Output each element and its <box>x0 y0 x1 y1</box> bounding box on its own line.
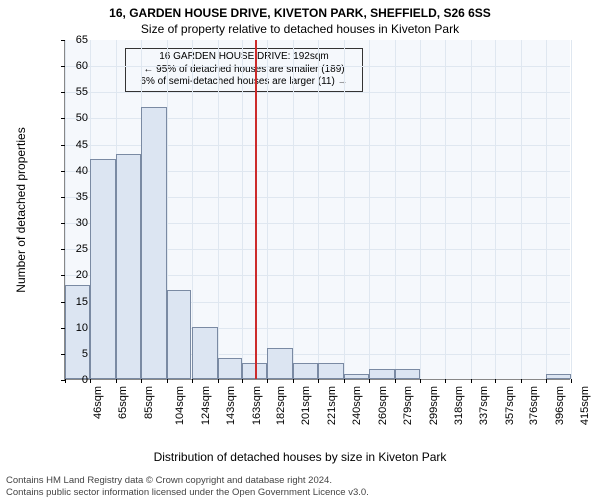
y-tick-label: 25 <box>38 243 88 255</box>
y-tick-label: 65 <box>38 34 88 46</box>
reference-line <box>255 40 257 379</box>
chart-sub-title: Size of property relative to detached ho… <box>0 20 600 36</box>
annotation-line: 16 GARDEN HOUSE DRIVE: 192sqm <box>130 51 358 64</box>
x-tick-label: 85sqm <box>143 386 155 419</box>
x-tick-label: 415sqm <box>579 386 591 425</box>
histogram-bar <box>116 154 141 379</box>
y-tick-label: 0 <box>38 374 88 386</box>
histogram-bar <box>344 374 369 379</box>
histogram-bar <box>267 348 293 379</box>
y-tick-label: 15 <box>38 296 88 308</box>
y-tick-label: 5 <box>38 348 88 360</box>
histogram-bar <box>141 107 167 379</box>
histogram-bar <box>293 363 318 379</box>
footer: Contains HM Land Registry data © Crown c… <box>6 475 369 498</box>
chart-main-title: 16, GARDEN HOUSE DRIVE, KIVETON PARK, SH… <box>0 0 600 20</box>
footer-line-1: Contains HM Land Registry data © Crown c… <box>6 475 369 486</box>
x-tick-label: 182sqm <box>276 386 288 425</box>
histogram-bar <box>167 290 192 379</box>
histogram-bar <box>546 374 571 379</box>
x-tick-label: 396sqm <box>555 386 567 425</box>
x-tick-label: 163sqm <box>251 386 263 425</box>
histogram-bar <box>192 327 218 379</box>
histogram-bar <box>395 369 420 379</box>
x-tick-label: 240sqm <box>351 386 363 425</box>
x-tick-label: 104sqm <box>174 386 186 425</box>
plot-area: 16 GARDEN HOUSE DRIVE: 192sqm← 95% of de… <box>64 40 570 380</box>
y-tick-label: 20 <box>38 269 88 281</box>
y-tick-label: 30 <box>38 217 88 229</box>
x-tick-label: 318sqm <box>453 386 465 425</box>
x-tick-label: 376sqm <box>529 386 541 425</box>
histogram-bar <box>369 369 395 379</box>
x-axis-title: Distribution of detached houses by size … <box>0 450 600 464</box>
footer-line-2: Contains public sector information licen… <box>6 487 369 498</box>
y-tick-label: 50 <box>38 112 88 124</box>
y-axis-title: Number of detached properties <box>14 127 28 292</box>
y-tick-label: 10 <box>38 322 88 334</box>
x-tick-label: 221sqm <box>326 386 338 425</box>
y-tick-label: 55 <box>38 86 88 98</box>
x-tick-label: 337sqm <box>478 386 490 425</box>
annotation-line: 6% of semi-detached houses are larger (1… <box>130 76 358 89</box>
histogram-bar <box>218 358 243 379</box>
x-tick-label: 357sqm <box>504 386 516 425</box>
y-tick-label: 60 <box>38 60 88 72</box>
chart-container: 16 GARDEN HOUSE DRIVE: 192sqm← 95% of de… <box>64 40 570 416</box>
x-tick-label: 143sqm <box>225 386 237 425</box>
x-tick-label: 299sqm <box>428 386 440 425</box>
x-tick-label: 201sqm <box>300 386 312 425</box>
x-tick-label: 279sqm <box>402 386 414 425</box>
x-tick-label: 65sqm <box>117 386 129 419</box>
histogram-bar <box>318 363 344 379</box>
x-tick-label: 124sqm <box>200 386 212 425</box>
x-tick-label: 260sqm <box>377 386 389 425</box>
histogram-bar <box>90 159 116 379</box>
y-tick-label: 45 <box>38 139 88 151</box>
x-tick-label: 46sqm <box>92 386 104 419</box>
annotation-box: 16 GARDEN HOUSE DRIVE: 192sqm← 95% of de… <box>125 48 363 92</box>
y-tick-label: 40 <box>38 165 88 177</box>
y-tick-label: 35 <box>38 191 88 203</box>
